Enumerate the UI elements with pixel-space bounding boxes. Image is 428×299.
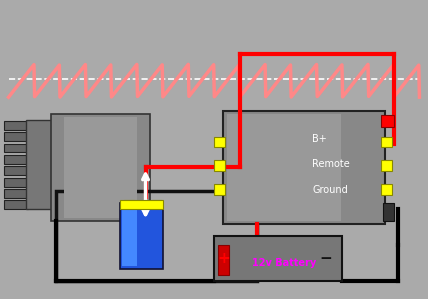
Bar (51, 114, 150, 221)
Bar (214, 236, 342, 281)
Bar (4, 155, 28, 164)
Bar (4, 166, 28, 175)
Bar (56, 191, 257, 281)
Bar (218, 245, 229, 275)
Bar (214, 184, 225, 195)
Text: 12v Battery: 12v Battery (253, 258, 317, 268)
Bar (223, 111, 385, 224)
Text: Remote: Remote (312, 159, 350, 169)
Bar (214, 137, 225, 147)
Bar (381, 115, 394, 127)
Text: −: − (319, 251, 332, 266)
Bar (120, 200, 163, 209)
Bar (381, 184, 392, 195)
Bar (152, 200, 161, 206)
Bar (122, 206, 137, 266)
Bar (26, 120, 68, 209)
Bar (4, 144, 28, 152)
Bar (381, 160, 392, 171)
Bar (4, 200, 28, 209)
Bar (124, 200, 134, 206)
Bar (4, 132, 28, 141)
Text: Ground: Ground (312, 185, 348, 195)
Bar (64, 117, 137, 218)
Bar (4, 189, 28, 198)
Bar (4, 178, 28, 187)
Text: B+: B+ (312, 134, 327, 144)
Bar (383, 203, 394, 221)
Bar (381, 137, 392, 147)
Bar (4, 121, 28, 130)
Bar (227, 114, 341, 221)
Bar (214, 160, 225, 171)
Bar (120, 203, 163, 269)
Text: +: + (217, 251, 230, 266)
